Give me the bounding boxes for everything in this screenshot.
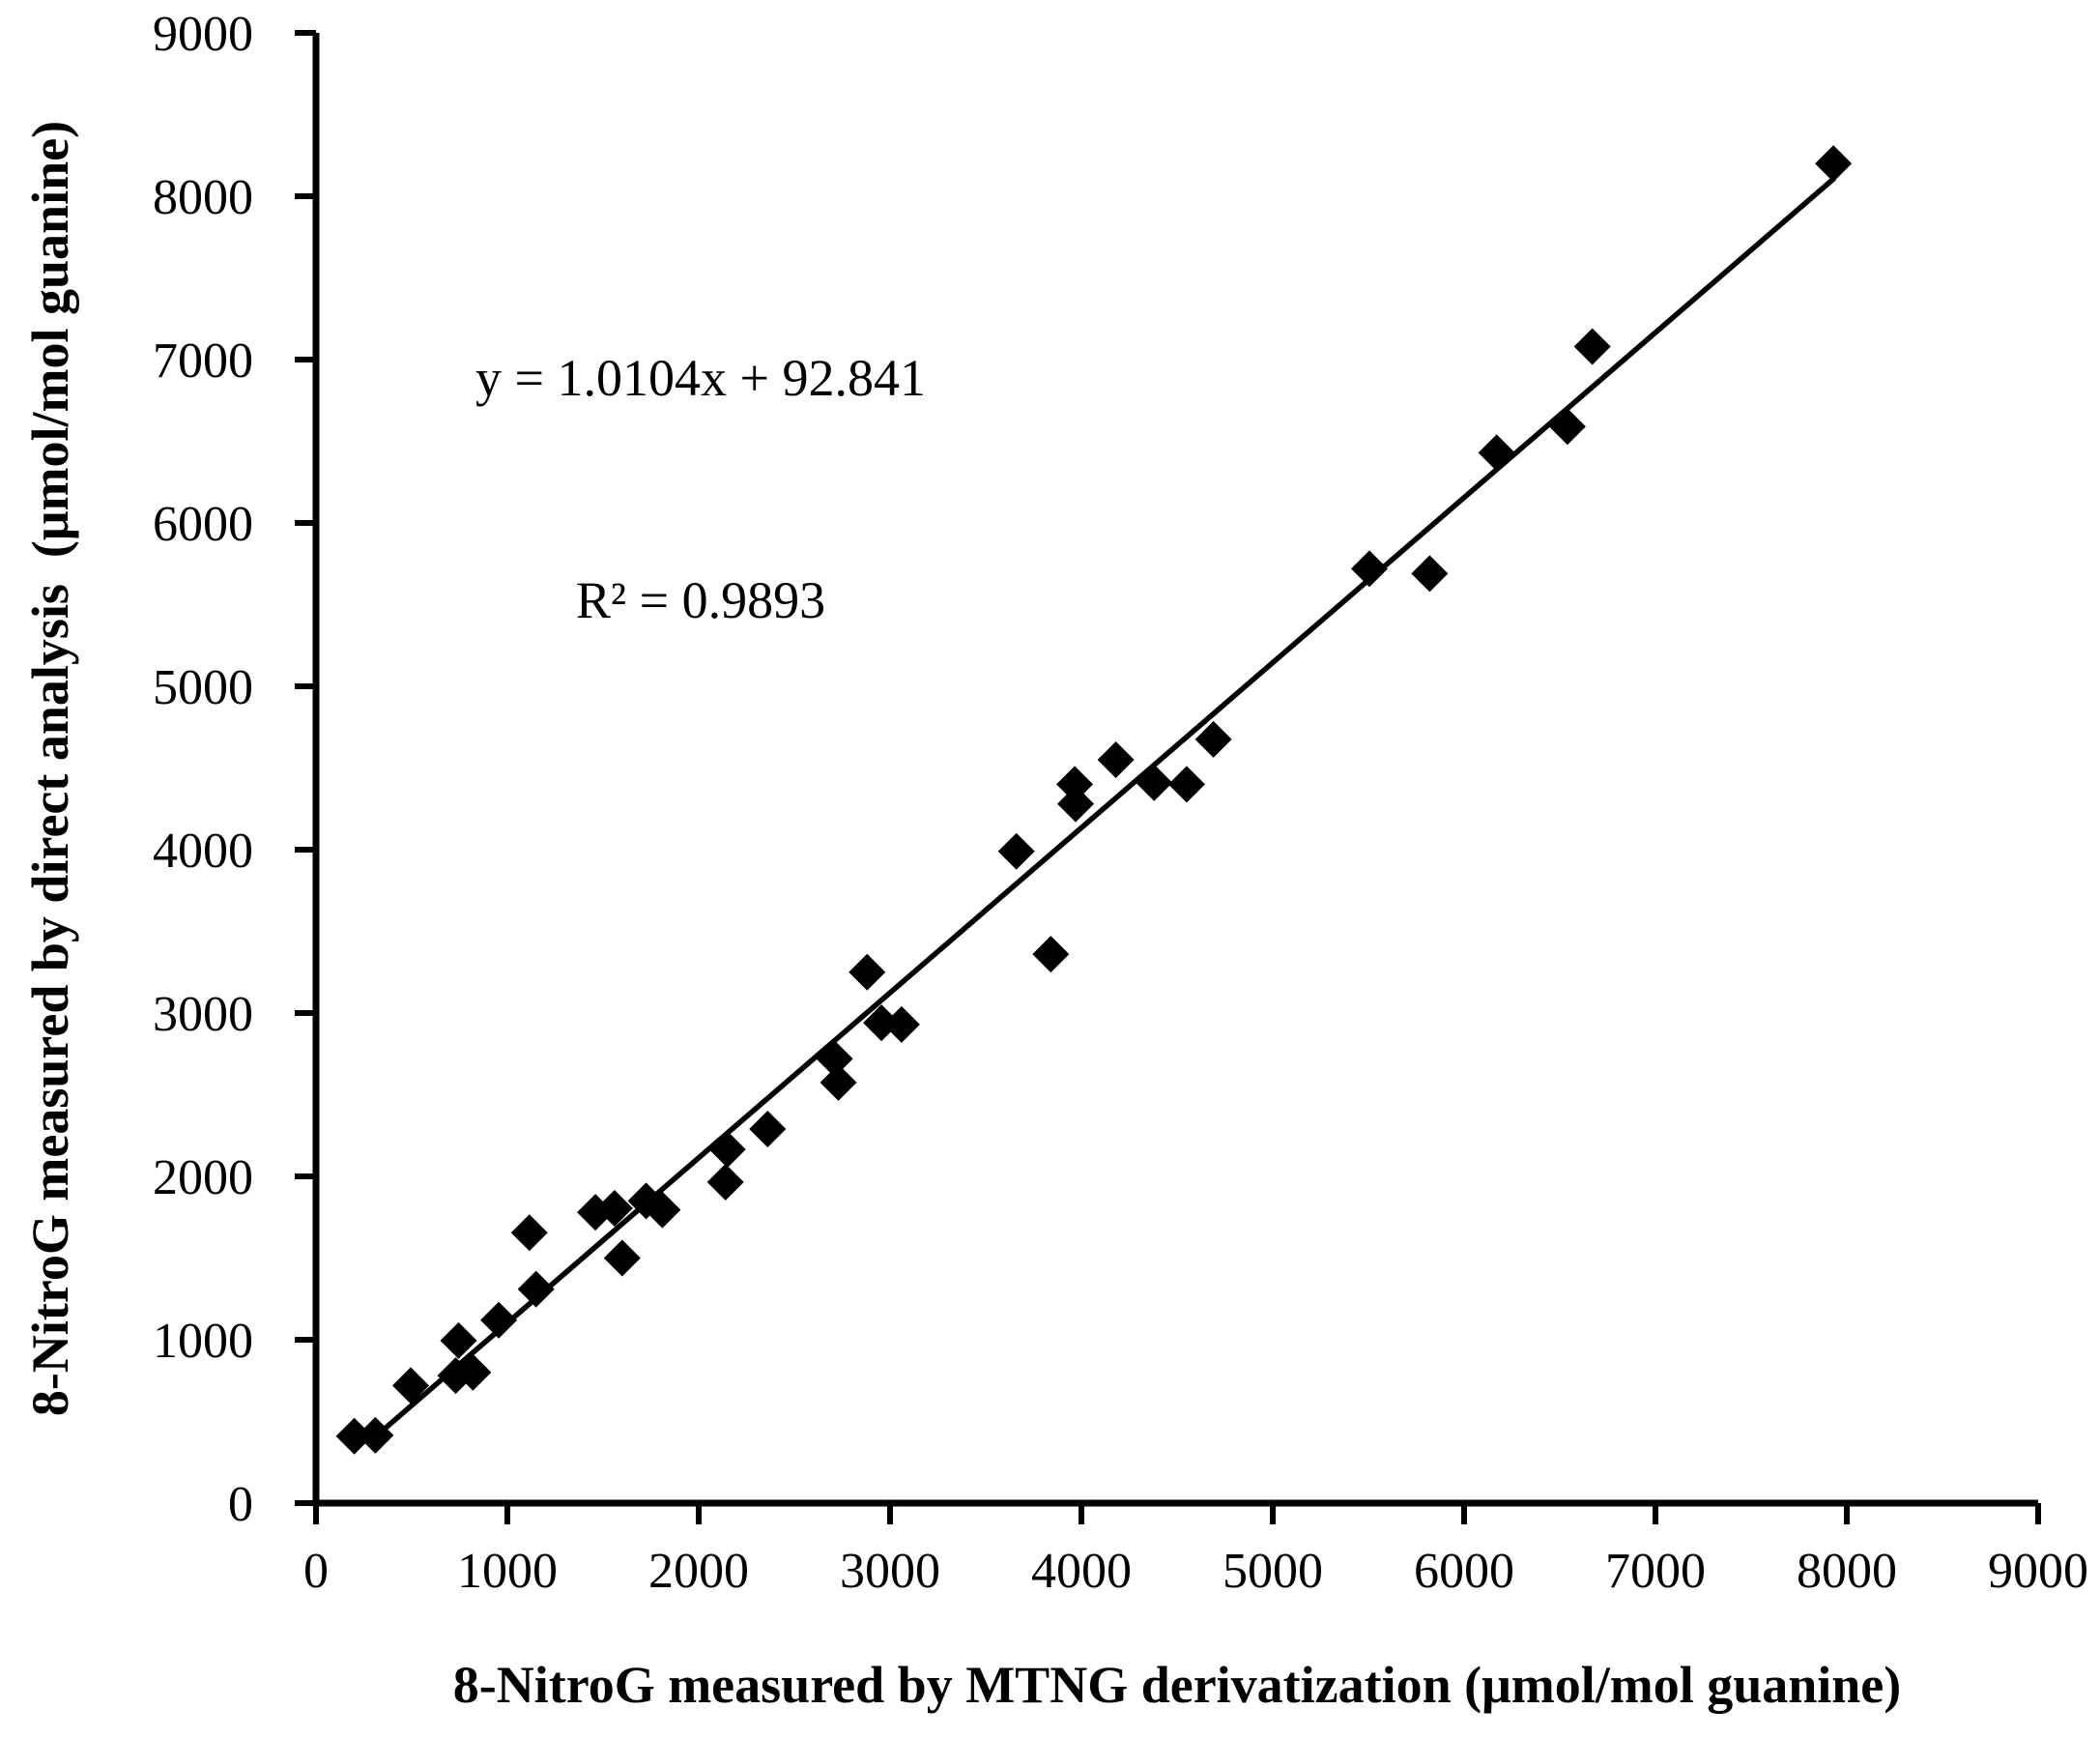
x-tick-label: 5000	[1223, 1544, 1323, 1599]
data-point	[1167, 766, 1205, 803]
data-point	[749, 1110, 787, 1147]
y-tick-label: 4000	[153, 824, 253, 879]
y-tick-label: 5000	[153, 660, 253, 715]
data-point	[1478, 434, 1515, 472]
data-point	[1136, 764, 1173, 801]
x-tick-label: 7000	[1605, 1544, 1706, 1599]
y-tick-label: 7000	[153, 333, 253, 389]
data-point	[706, 1163, 744, 1201]
data-point	[1097, 741, 1135, 779]
data-point	[1548, 408, 1586, 446]
x-tick-label: 1000	[457, 1544, 558, 1599]
x-tick-label: 3000	[840, 1544, 940, 1599]
data-point	[849, 953, 886, 991]
x-tick-label: 9000	[1988, 1544, 2088, 1599]
data-point	[644, 1191, 681, 1229]
data-point	[820, 1063, 857, 1101]
x-axis-title: 8-NitroG measured by MTNG derivatization…	[452, 1656, 1902, 1714]
y-tick-label: 0	[228, 1477, 253, 1532]
y-tick-label: 8000	[153, 170, 253, 225]
data-point	[595, 1189, 633, 1227]
data-point	[816, 1040, 853, 1078]
data-point	[1057, 785, 1095, 823]
data-point	[882, 1005, 920, 1043]
y-tick-label: 3000	[153, 987, 253, 1042]
y-tick-label: 2000	[153, 1150, 253, 1205]
y-axis-title: 8-NitroG measured by direct analysis (μm…	[21, 120, 79, 1417]
data-point	[392, 1367, 430, 1405]
data-point	[517, 1270, 555, 1308]
x-tick-label: 6000	[1414, 1544, 1514, 1599]
trend-line	[371, 176, 1836, 1441]
regression-r-squared: R² = 0.9893	[575, 571, 826, 630]
data-point	[454, 1353, 492, 1391]
data-point	[510, 1214, 548, 1252]
data-point	[1194, 720, 1232, 758]
y-tick-label: 6000	[153, 497, 253, 552]
data-point	[357, 1416, 394, 1454]
regression-equation: y = 1.0104x + 92.841	[475, 349, 926, 408]
x-tick-label: 0	[303, 1544, 329, 1599]
data-point	[1411, 555, 1449, 593]
data-point	[1056, 766, 1094, 803]
regression-annotation: y = 1.0104x + 92.841 R² = 0.9893	[475, 193, 926, 786]
data-point	[1032, 936, 1070, 973]
data-point	[1573, 328, 1611, 365]
data-point	[603, 1239, 641, 1277]
x-tick-label: 2000	[648, 1544, 749, 1599]
data-point	[335, 1417, 373, 1455]
data-point	[863, 1004, 901, 1042]
data-point	[1350, 550, 1388, 588]
data-point	[997, 832, 1035, 870]
data-point	[480, 1301, 518, 1339]
y-tick-label: 1000	[153, 1314, 253, 1369]
data-point	[440, 1321, 477, 1359]
x-tick-label: 4000	[1031, 1544, 1132, 1599]
data-point	[708, 1131, 746, 1169]
x-tick-label: 8000	[1797, 1544, 1897, 1599]
y-tick-label: 9000	[153, 7, 253, 62]
data-point	[1815, 145, 1853, 183]
